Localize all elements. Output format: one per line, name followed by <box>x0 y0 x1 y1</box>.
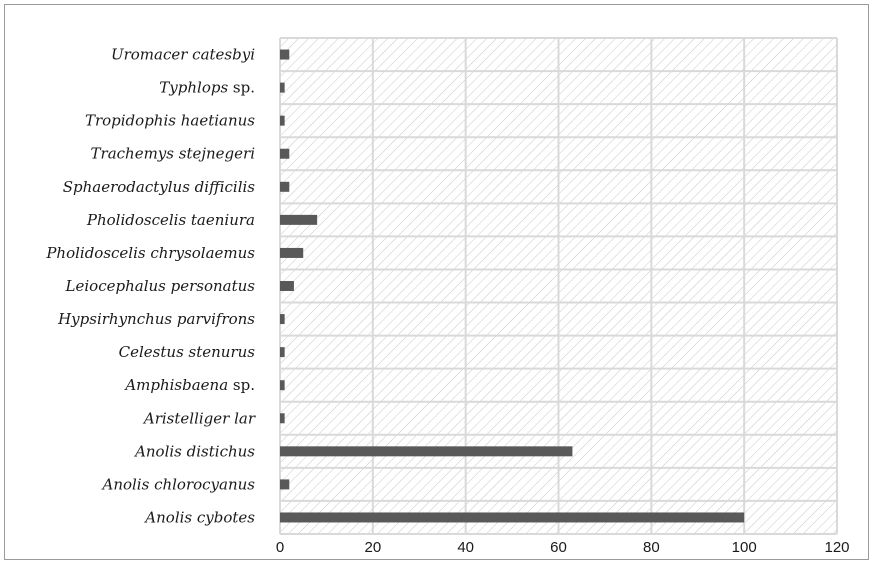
category-label: Pholidoscelis chrysolaemus <box>45 244 255 262</box>
bar <box>280 446 573 457</box>
category-label: Trachemys stejnegeri <box>91 145 256 163</box>
x-tick-label: 120 <box>824 539 849 556</box>
category-label: Tropidophis haetianus <box>85 112 255 130</box>
category-name: Celestus stenurus <box>119 343 256 361</box>
bar-chart: Uromacer catesbyi Typhlops sp. Tropidophis… <box>45 37 850 556</box>
bar <box>280 82 285 93</box>
category-name: Tropidophis haetianus <box>85 112 255 130</box>
category-name: Pholidoscelis chrysolaemus <box>45 244 255 262</box>
category-label: Anolis cybotes <box>143 508 255 526</box>
category-label: Sphaerodactylus difficilis <box>63 178 256 196</box>
category-name: Anolis cybotes <box>143 508 255 526</box>
bar <box>280 49 290 60</box>
category-label: Leiocephalus personatus <box>65 277 256 295</box>
category-label: Typhlops sp. <box>159 79 255 97</box>
bar <box>280 314 285 325</box>
bar <box>280 247 304 258</box>
category-name: Uromacer catesbyi <box>111 46 255 64</box>
category-name: Amphisbaena <box>123 376 228 394</box>
category-name: Trachemys stejnegeri <box>91 145 256 163</box>
category-label: Aristelliger lar <box>142 409 256 427</box>
category-name: Sphaerodactylus difficilis <box>63 178 256 196</box>
bar <box>280 380 285 391</box>
bar <box>280 413 285 424</box>
category-name: Anolis chlorocyanus <box>100 475 255 493</box>
category-label: Uromacer catesbyi <box>111 46 255 64</box>
category-label: Hypsirhynchus parvifrons <box>57 310 255 328</box>
bar <box>280 281 294 291</box>
category-name: Hypsirhynchus parvifrons <box>57 310 255 328</box>
bar <box>280 214 318 225</box>
bar <box>280 115 285 126</box>
x-tick-label: 40 <box>457 539 474 556</box>
category-label: Pholidoscelis taeniura <box>86 211 255 229</box>
gridlines <box>279 37 838 535</box>
x-tick-label: 100 <box>732 539 757 556</box>
category-name: Pholidoscelis taeniura <box>86 211 255 229</box>
x-tick-label: 0 <box>276 539 284 556</box>
x-tick-labels: 0 20 40 60 80 100 120 <box>276 539 850 556</box>
category-suffix: sp. <box>228 376 255 394</box>
chart-frame: Uromacer catesbyi Typhlops sp. Tropidophis… <box>4 4 869 560</box>
x-tick-label: 20 <box>364 539 381 556</box>
bar <box>280 512 745 523</box>
category-name: Aristelliger lar <box>142 409 256 427</box>
x-tick-label: 80 <box>643 539 660 556</box>
category-label: Celestus stenurus <box>119 343 256 361</box>
category-name: Typhlops <box>159 79 228 97</box>
bar <box>280 181 290 192</box>
bar <box>280 479 290 490</box>
bar <box>280 148 290 159</box>
category-suffix: sp. <box>228 79 255 97</box>
category-label: Amphisbaena sp. <box>123 376 255 394</box>
bars <box>280 49 745 523</box>
category-name: Anolis distichus <box>133 442 255 460</box>
category-labels: Uromacer catesbyi Typhlops sp. Tropidophis… <box>45 46 256 527</box>
x-tick-label: 60 <box>550 539 567 556</box>
category-name: Leiocephalus personatus <box>65 277 256 295</box>
category-label: Anolis chlorocyanus <box>100 475 255 493</box>
category-label: Anolis distichus <box>133 442 255 460</box>
bar <box>280 347 285 358</box>
